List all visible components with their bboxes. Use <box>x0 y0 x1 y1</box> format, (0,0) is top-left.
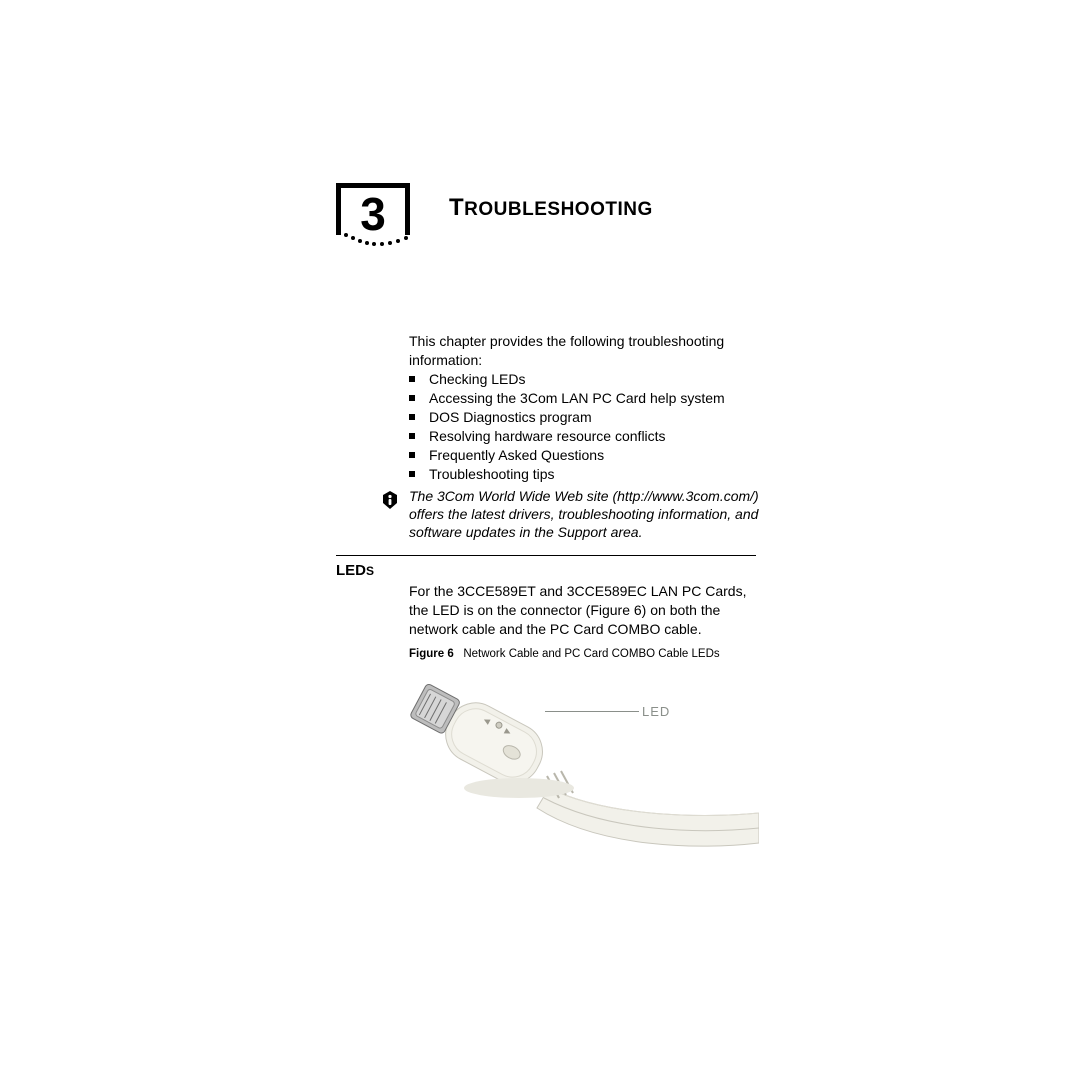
leds-paragraph: For the 3CCE589ET and 3CCE589EC LAN PC C… <box>409 582 749 639</box>
bullet-list: Checking LEDs Accessing the 3Com LAN PC … <box>409 370 749 484</box>
figure-caption: Figure 6 Network Cable and PC Card COMBO… <box>409 648 720 660</box>
cable-connector-figure <box>409 668 759 868</box>
intro-text: This chapter provides the following trou… <box>409 332 749 370</box>
chapter-badge: 3 <box>336 183 414 263</box>
list-item: Troubleshooting tips <box>409 465 749 484</box>
dotted-swoosh-icon <box>336 230 416 252</box>
led-callout-label: LED <box>642 704 670 719</box>
list-item: Resolving hardware resource conflicts <box>409 427 749 446</box>
info-note: The 3Com World Wide Web site (http://www… <box>409 487 759 541</box>
list-item: Frequently Asked Questions <box>409 446 749 465</box>
list-item: Accessing the 3Com LAN PC Card help syst… <box>409 389 749 408</box>
section-rule <box>336 555 756 556</box>
section-heading: LEDS <box>336 562 374 579</box>
list-item: Checking LEDs <box>409 370 749 389</box>
info-icon <box>380 490 400 510</box>
callout-leader-line <box>545 711 639 712</box>
list-item: DOS Diagnostics program <box>409 408 749 427</box>
chapter-title: TROUBLESHOOTING <box>449 194 653 222</box>
